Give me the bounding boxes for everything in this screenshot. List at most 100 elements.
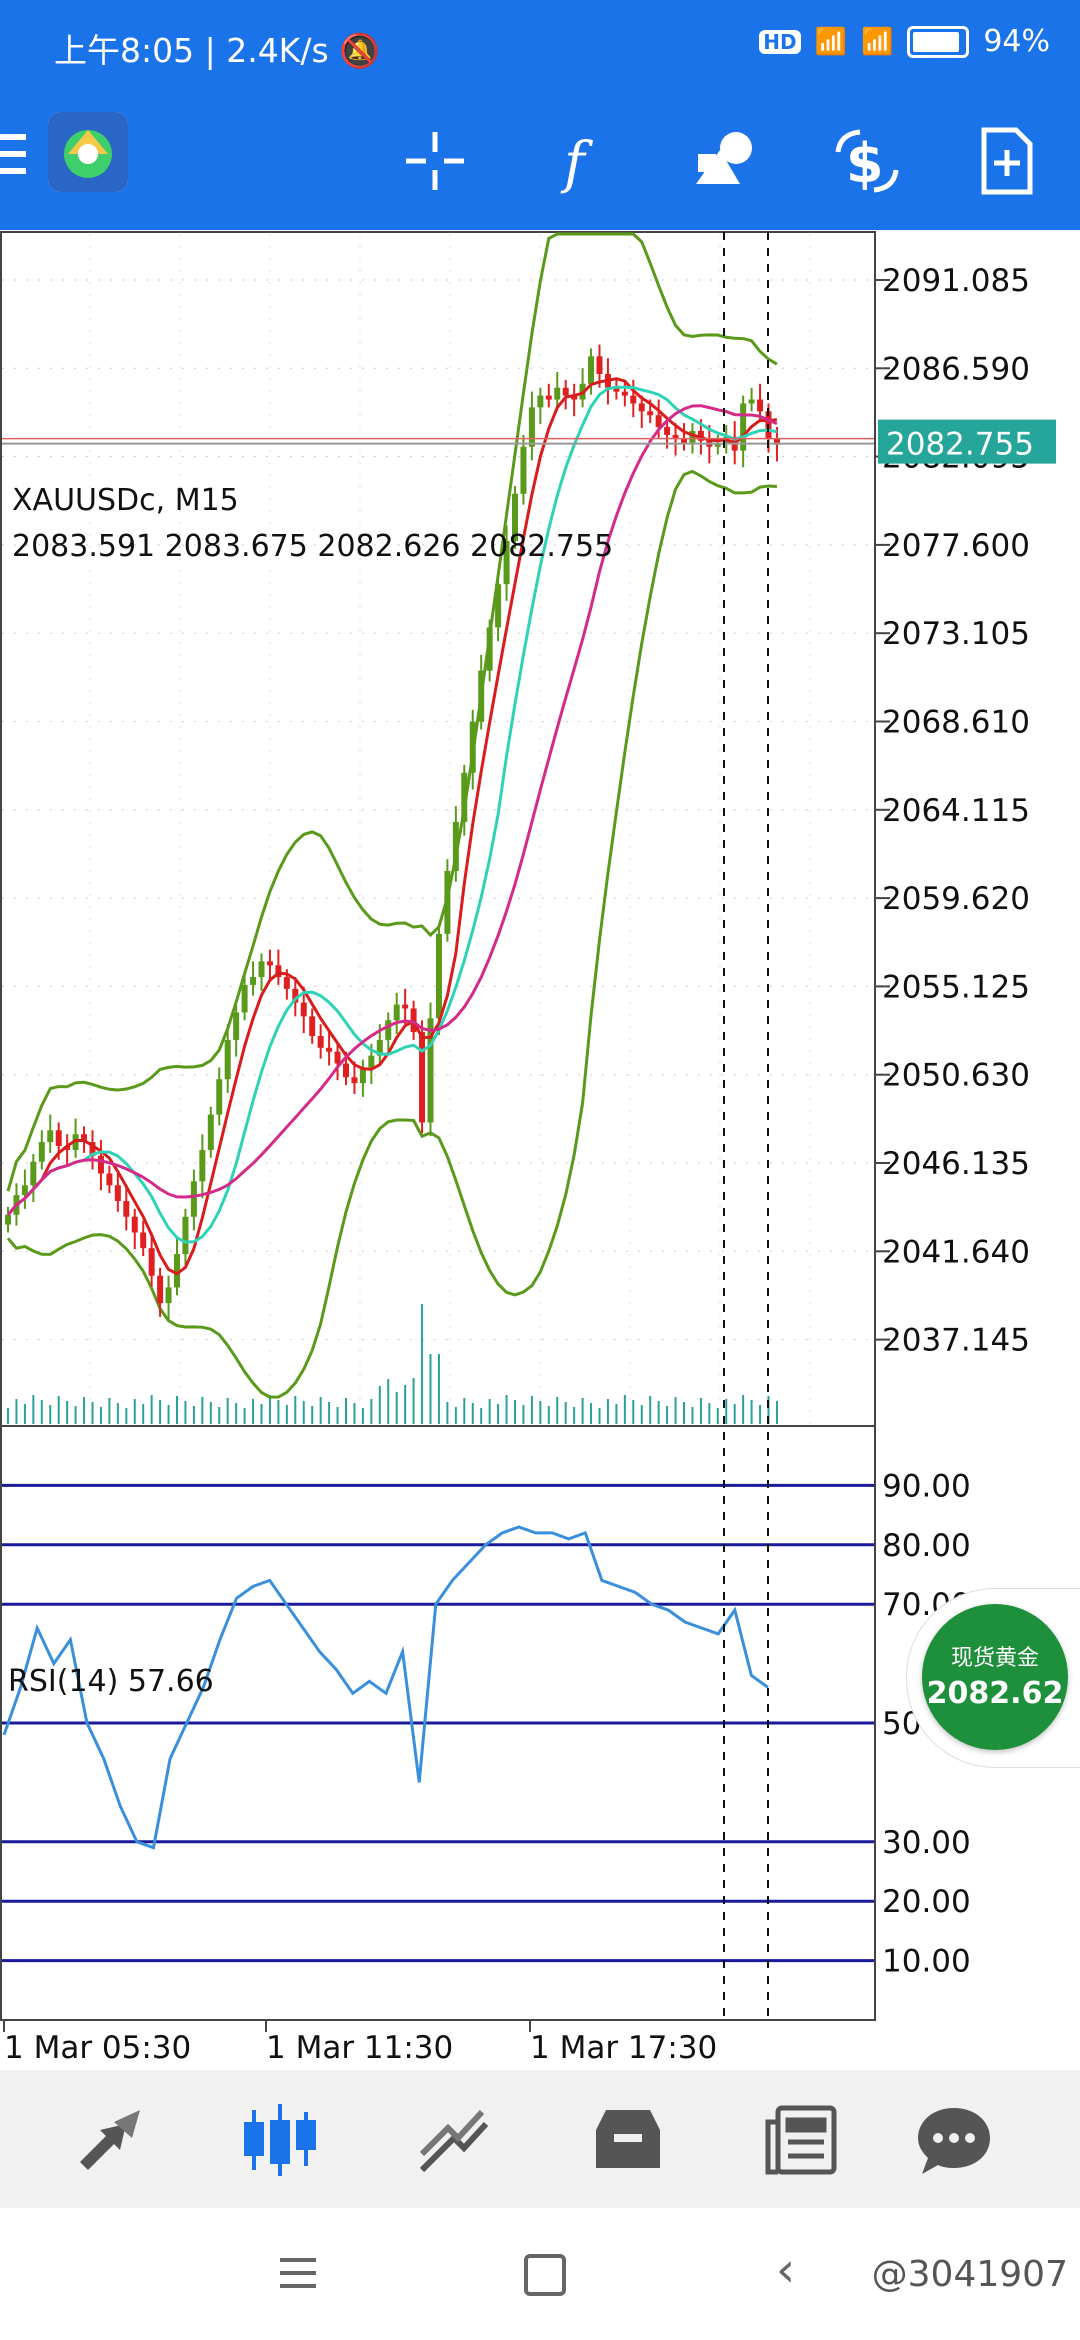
bollinger-upper	[6, 232, 778, 1192]
time-axis: 1 Mar 05:30 1 Mar 11:30 1 Mar 17:30	[3, 2020, 717, 2066]
candle-body	[621, 391, 628, 396]
candle-body	[571, 395, 578, 400]
candle-body	[740, 403, 747, 451]
battery-level: 94%	[983, 24, 1050, 59]
candle-body	[309, 1016, 316, 1037]
candle-body	[596, 356, 603, 374]
badge-value: 2082.62	[926, 1676, 1064, 1711]
new-order-icon[interactable]	[970, 124, 1044, 198]
candle-body	[368, 1055, 375, 1068]
candle-body	[258, 961, 265, 978]
candle-body	[647, 411, 654, 416]
recent-apps-icon[interactable]	[280, 2258, 316, 2288]
candle-body	[224, 1039, 231, 1080]
candle-body	[512, 493, 518, 541]
trade-nav-icon[interactable]	[414, 2100, 494, 2180]
rsi-level-label: 90.00	[882, 1468, 971, 1504]
function-icon[interactable]: f	[544, 124, 618, 198]
rsi-level-label: 30.00	[882, 1825, 971, 1861]
candle-body	[199, 1149, 206, 1182]
candle-body	[748, 399, 755, 404]
candle-body	[613, 387, 620, 392]
candle-body	[30, 1161, 37, 1186]
gold-price-badge[interactable]: 现货黄金 2082.62	[922, 1604, 1068, 1750]
candle-body	[545, 395, 552, 400]
candle-body	[562, 387, 569, 396]
bollinger-lower	[6, 469, 777, 1399]
candle-body	[55, 1130, 62, 1147]
candle-body	[131, 1216, 138, 1233]
candlesticks	[5, 344, 780, 1320]
trade-icon[interactable]: $	[830, 124, 904, 198]
candle-body	[292, 988, 299, 1003]
toolbar: f $	[0, 96, 1080, 230]
candle-body	[81, 1134, 88, 1143]
metatrader-logo[interactable]	[48, 112, 128, 192]
chat-icon[interactable]	[914, 2100, 994, 2180]
back-icon[interactable]: ‹	[776, 2242, 796, 2298]
candle-body	[174, 1254, 180, 1288]
quotes-icon[interactable]	[70, 2100, 150, 2180]
candle-body	[461, 772, 468, 822]
candle-body	[165, 1287, 172, 1304]
price-tick-label: 2046.135	[882, 1146, 1030, 1182]
price-tick-label: 2091.085	[882, 263, 1030, 299]
bollinger-bands	[6, 232, 778, 1399]
candle-body	[444, 870, 451, 934]
chart-area[interactable]: 2091.0852086.5902082.0952077.6002073.105…	[0, 230, 1080, 2070]
ohlc-values: 2083.591 2083.675 2082.626 2082.755	[12, 529, 614, 564]
candle-body	[486, 627, 493, 671]
price-tick-label: 2055.125	[882, 969, 1030, 1005]
signal-icon-2: 📶	[860, 26, 894, 57]
candle-body	[520, 446, 527, 494]
candle-body	[190, 1181, 197, 1217]
price-tick-label: 2037.145	[882, 1323, 1030, 1359]
candle-body	[503, 540, 510, 585]
svg-text:f: f	[560, 131, 594, 196]
menu-icon[interactable]	[0, 134, 26, 184]
crosshair-icon[interactable]	[398, 124, 472, 198]
price-tick-label: 2050.630	[882, 1058, 1030, 1094]
chart-icon[interactable]	[240, 2100, 320, 2180]
symbol-label: XAUUSDc, M15	[12, 483, 239, 518]
ma-fast-line	[6, 377, 778, 1276]
candle-body	[385, 1020, 392, 1040]
candle-body	[351, 1077, 358, 1084]
rsi-curve	[2, 1525, 769, 1850]
rsi-levels	[2, 1483, 874, 1963]
rsi-level-label: 80.00	[882, 1528, 971, 1564]
objects-icon[interactable]	[690, 124, 764, 198]
news-icon[interactable]	[762, 2100, 842, 2180]
candle-body	[21, 1185, 28, 1196]
candle-body	[38, 1142, 45, 1162]
price-tag	[878, 419, 1056, 464]
price-tag-label: 2082.755	[886, 427, 1034, 463]
candle-body	[638, 403, 645, 412]
candle-body	[630, 395, 637, 404]
price-chart[interactable]: 2091.0852086.5902082.0952077.6002073.105…	[0, 230, 1080, 2070]
candle-body	[334, 1051, 341, 1064]
candle-body	[106, 1173, 113, 1186]
badge-title: 现货黄金	[950, 1646, 1039, 1671]
battery-icon	[907, 25, 970, 58]
candle-body	[697, 430, 704, 441]
status-text: 上午8:05 | 2.4K/s	[54, 31, 329, 70]
candle-body	[757, 399, 764, 412]
candle-body	[402, 1004, 409, 1009]
history-icon[interactable]	[588, 2100, 668, 2180]
svg-text:$: $	[846, 132, 884, 195]
candle-body	[664, 427, 671, 435]
candle-body	[300, 1002, 307, 1017]
hd-badge: HD	[759, 29, 801, 54]
candle-body	[427, 1018, 434, 1123]
home-icon[interactable]	[524, 2254, 566, 2296]
bottom-nav	[0, 2070, 1080, 2208]
candle-body	[435, 933, 442, 1019]
candle-body	[275, 965, 282, 978]
mute-icon: 🔕	[339, 31, 381, 70]
candle-body	[359, 1067, 366, 1084]
candle-body	[478, 670, 485, 722]
candle-body	[157, 1275, 164, 1304]
candle-body	[376, 1039, 383, 1056]
